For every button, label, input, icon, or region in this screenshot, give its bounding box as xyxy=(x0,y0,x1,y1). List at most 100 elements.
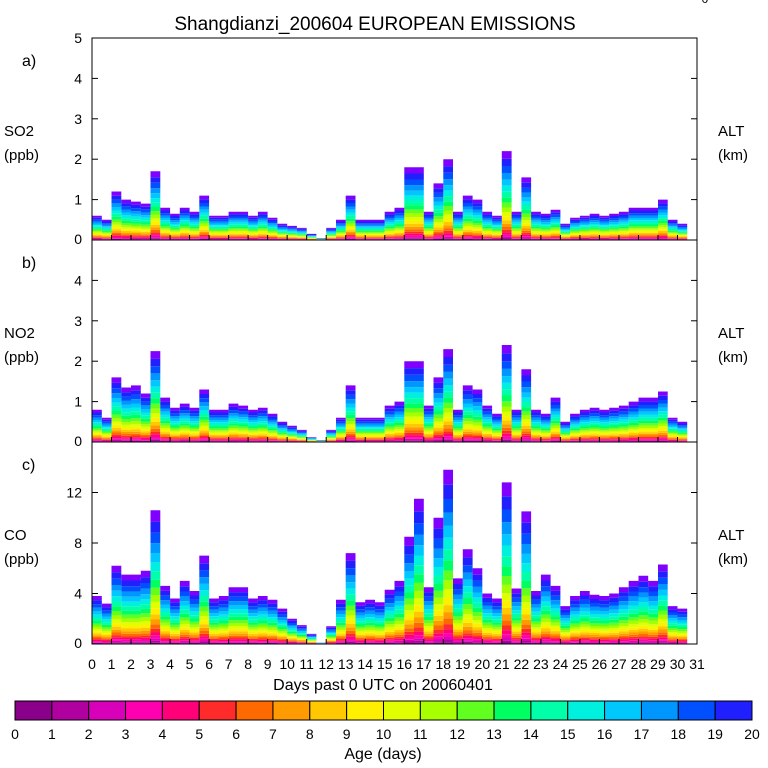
panel-a-age-layer-4 xyxy=(92,232,688,240)
colorbar-label: Age (days) xyxy=(344,746,421,763)
panel-b-ytick-label: 3 xyxy=(74,313,82,329)
panel-b-age-layer-16 xyxy=(92,376,688,441)
x-tick-label: 1 xyxy=(108,656,116,672)
panel-a-species: SO2 xyxy=(4,123,34,140)
colorbar-swatch-18 xyxy=(677,700,716,721)
panel-b-age-layer-18 xyxy=(92,361,688,441)
colorbar-tick-label: 0 xyxy=(11,726,19,742)
colorbar-swatch-3 xyxy=(125,700,163,721)
panel-a-age-layer-3 xyxy=(92,234,688,240)
panel-c-ytick-label: 12 xyxy=(66,485,82,501)
panel-a-alt-label: ALT xyxy=(718,123,744,140)
colorbar-swatch-5 xyxy=(198,700,237,721)
panel-b-age-layer-17 xyxy=(92,368,688,441)
panel-a-age-layer-5 xyxy=(92,229,688,240)
x-tick-label: 10 xyxy=(279,656,295,672)
panel-b-age-layer-12 xyxy=(92,401,688,442)
colorbar-tick-label: 1 xyxy=(48,726,56,742)
colorbar: 0 1 2 3 4 5 6 7 8 9 10 11 12 13 14 15 16 17 18 19 20 xyxy=(11,700,760,742)
colorbar-tick-label: 20 xyxy=(744,726,760,742)
panel-b-age-layer-4 xyxy=(92,433,688,442)
x-tick-label: 16 xyxy=(396,656,412,672)
panel-b-ytick-label: 4 xyxy=(74,272,82,288)
colorbar-swatch-17 xyxy=(640,700,679,721)
panel-c-areas xyxy=(92,469,688,644)
panel-a-alt-unit: (km) xyxy=(718,147,748,164)
panel-a-ytick-label: 5 xyxy=(74,30,82,46)
chart-title: Shangdianzi_200604 EUROPEAN EMISSIONS xyxy=(174,14,575,35)
x-tick-label: 18 xyxy=(436,656,452,672)
colorbar-swatch-10 xyxy=(383,700,421,721)
panel-b-ytick-label: 0 xyxy=(74,433,82,449)
panel-b-alt-label: ALT xyxy=(718,325,744,342)
x-tick-label: 5 xyxy=(186,656,194,672)
colorbar-tick-label: 3 xyxy=(122,726,130,742)
colorbar-tick-label: 16 xyxy=(597,726,613,742)
colorbar-swatch-4 xyxy=(161,700,200,721)
panel-c-ytick-label: 0 xyxy=(74,635,82,651)
colorbar-tick-label: 15 xyxy=(560,726,576,742)
panel-b-age-layer-9 xyxy=(92,416,688,442)
colorbar-swatch-1 xyxy=(51,700,90,721)
panel-a-ytick-label: 1 xyxy=(74,192,82,208)
x-tick-label: 19 xyxy=(455,656,471,672)
panel-c-age-layer-1 xyxy=(92,640,688,644)
panel-c-unit: (ppb) xyxy=(4,551,39,568)
panel-b-age-layer-3 xyxy=(92,436,688,442)
colorbar-swatch-9 xyxy=(346,700,384,721)
colorbar-tick-label: 13 xyxy=(486,726,502,742)
panel-b-age-layer-5 xyxy=(92,430,688,442)
colorbar-tick-label: 4 xyxy=(159,726,167,742)
x-tick-label: 26 xyxy=(592,656,608,672)
panel-a-age-layer-2 xyxy=(92,236,688,240)
panel-c: 0 4 8 12 c) CO (ppb) ALT (km) xyxy=(4,441,748,651)
x-tick-label: 13 xyxy=(338,656,354,672)
x-axis-label: Days past 0 UTC on 20060401 xyxy=(273,677,493,694)
x-tick-label: 8 xyxy=(244,656,252,672)
x-tick-label: 6 xyxy=(205,656,213,672)
corner-mark: 0 xyxy=(702,0,709,6)
colorbar-swatch-13 xyxy=(493,700,532,721)
x-tick-label: 4 xyxy=(166,656,174,672)
panel-b-age-layer-13 xyxy=(92,395,688,442)
x-tick-label: 2 xyxy=(127,656,135,672)
panel-b-age-layer-7 xyxy=(92,424,688,442)
panel-a-age-layer-8 xyxy=(92,220,688,240)
panel-c-age-layer-3 xyxy=(92,633,688,644)
panel-a-age-layer-6 xyxy=(92,227,688,240)
colorbar-swatch-6 xyxy=(235,700,274,721)
colorbar-tick-label: 8 xyxy=(306,726,314,742)
x-tick-label: 7 xyxy=(225,656,233,672)
panel-c-yticks: 0 4 8 12 xyxy=(66,485,697,651)
panel-c-species: CO xyxy=(4,527,27,544)
colorbar-swatch-12 xyxy=(456,700,495,721)
panel-c-ytick-label: 4 xyxy=(74,586,82,602)
x-tick-label: 30 xyxy=(670,656,686,672)
panel-a-ytick-label: 4 xyxy=(74,70,82,86)
panel-c-age-layer-4 xyxy=(92,629,688,644)
panel-a-yticks: 0 1 2 3 4 5 xyxy=(74,30,697,247)
x-tick-label: 20 xyxy=(475,656,491,672)
panel-b-age-layer-11 xyxy=(92,406,688,442)
panel-a-label: a) xyxy=(22,53,36,70)
panel-b-areas xyxy=(92,345,688,442)
panel-b-age-layer-8 xyxy=(92,420,688,442)
panel-b-unit: (ppb) xyxy=(4,349,39,366)
x-tick-label: 31 xyxy=(689,656,705,672)
colorbar-tick-label: 14 xyxy=(523,726,539,742)
panel-b-species: NO2 xyxy=(4,325,35,342)
panel-c-age-layer-7 xyxy=(92,612,688,644)
x-axis-ticks: 0 1 2 3 4 5 6 7 8 9 10 11 12 13 14 15 16 17 18 19 20 21 22 23 24… xyxy=(88,235,705,672)
panel-b-age-layer-2 xyxy=(92,438,688,442)
panel-c-age-layer-5 xyxy=(92,624,688,644)
x-tick-label: 11 xyxy=(299,656,314,672)
colorbar-swatch-7 xyxy=(272,700,311,721)
x-tick-label: 27 xyxy=(611,656,627,672)
panel-c-age-layer-8 xyxy=(92,605,688,644)
colorbar-swatch-14 xyxy=(530,700,569,721)
panel-a-ytick-label: 3 xyxy=(74,111,82,127)
panel-a-ytick-label: 2 xyxy=(74,151,82,167)
panel-c-age-layer-2 xyxy=(92,637,688,644)
x-tick-label: 3 xyxy=(147,656,155,672)
